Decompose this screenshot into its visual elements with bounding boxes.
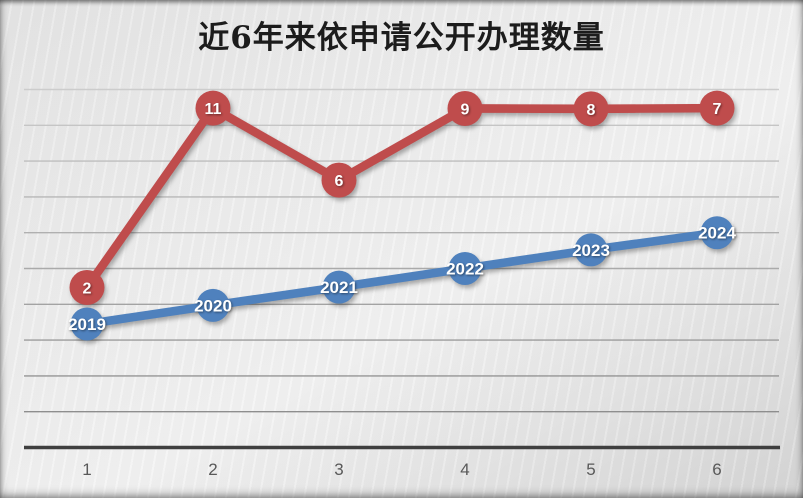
data-point-label: 8 [587,102,596,119]
data-point-label: 6 [335,173,344,190]
year-series-line [82,228,722,329]
x-tick-label: 6 [712,460,721,479]
data-point-marker [195,90,231,126]
data-point-marker [700,216,734,250]
data-point-marker [699,90,735,126]
gridlines-group [24,88,779,413]
data-point-marker [574,233,608,267]
data-point-label: 2022 [446,260,484,279]
data-point-label: 2 [83,280,92,297]
data-point-marker [322,270,356,304]
data-point-marker [69,269,105,305]
data-point-marker [447,90,483,126]
data-point-label: 9 [461,101,470,118]
data-point-label: 2023 [572,241,610,260]
data-point-label: 11 [205,101,222,118]
x-tick-label: 4 [460,460,469,479]
data-point-marker [321,162,357,198]
data-point-marker [70,307,104,341]
data-point-marker [573,91,609,127]
series-year-series-labels-group: 2019 2020 2021 2022 2023 2024 [68,224,736,334]
chart-title: 近6年来依申请公开办理数量 [198,20,605,56]
x-axis-ticks-group: 1 2 3 4 5 6 [82,460,721,479]
data-point-label: 2024 [698,224,736,243]
series-count-series-labels-group: 2 11 6 9 8 7 [83,101,722,297]
series-year-series-group [70,216,734,341]
x-tick-label: 5 [586,460,595,479]
series-count-series-group [69,90,735,305]
data-point-label: 2020 [194,296,232,315]
data-point-marker [448,252,482,285]
data-point-label: 2021 [320,278,358,297]
x-tick-label: 2 [208,460,217,479]
data-point-marker [196,288,230,322]
count-series-line [82,103,722,292]
x-tick-label: 3 [334,460,343,479]
data-point-label: 7 [713,101,722,118]
x-tick-label: 1 [82,460,91,479]
data-point-label: 2019 [68,315,106,334]
